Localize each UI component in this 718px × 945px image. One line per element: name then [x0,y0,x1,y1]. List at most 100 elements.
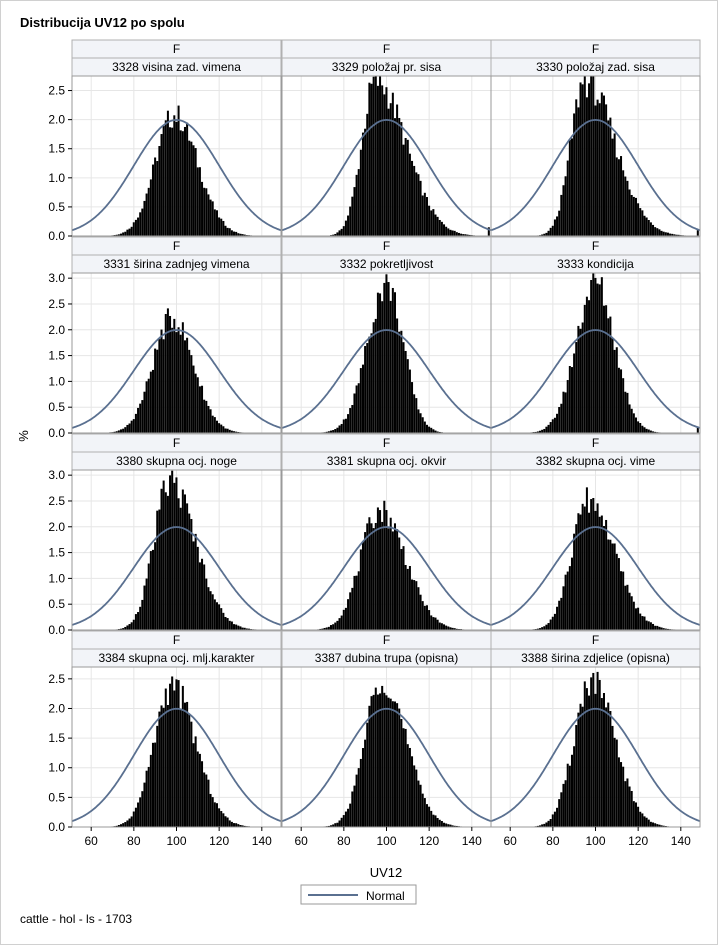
histogram-bar [647,819,650,827]
panel-border [71,272,282,434]
histogram-bar [598,516,601,630]
histogram-bar [139,212,142,236]
histogram-bar [562,391,565,433]
histogram-bar [158,339,161,433]
histogram-bar [609,539,612,630]
histogram-bar [368,82,371,236]
panel-title: 3388 širina zdjelice (opisna) [521,651,670,665]
histogram-bar [592,497,595,630]
histogram-bar [245,628,248,630]
histogram-bar [639,811,642,827]
x-tick-label: 80 [337,834,351,848]
histogram-bar [115,825,118,827]
histogram-bar [379,76,382,236]
panel-title: 3329 položaj pr. sisa [332,60,442,74]
histogram-bar [581,322,584,433]
histogram-bar [149,754,152,827]
histogram-bar [134,219,137,236]
histogram-bar [626,180,629,236]
histogram-bar [453,825,456,827]
histogram-bar [575,99,578,236]
histogram-bar [468,234,471,236]
histogram-bar [166,110,169,236]
histogram-bar [141,400,144,433]
histogram-bar [211,594,214,630]
x-tick-label: 60 [295,834,309,848]
histogram-bar [233,823,236,827]
histogram-bar [415,769,418,827]
y-tick-label: 1.0 [48,374,65,388]
histogram-bar [551,814,554,827]
histogram-bar [201,558,204,630]
histogram-bar [652,224,655,236]
legend-normal-label: Normal [366,889,405,903]
panel: F 3387 dubina trupa (opisna) 60 80 100 120 140 [281,630,492,848]
histogram-bar [347,414,350,433]
histogram-bar [558,210,561,236]
histogram-bar [551,225,554,236]
histogram-bar [628,592,631,630]
histogram-bar [425,424,428,433]
histogram-bar [406,568,409,630]
histogram-bar [160,705,163,827]
histogram-bar [190,141,193,236]
histogram-bar [406,359,409,433]
histogram-bar [205,774,208,827]
histogram-bar [445,226,448,236]
histogram-bar [349,408,352,433]
histogram-bar [364,346,367,433]
histogram-bar [122,232,125,236]
histogram-bar [139,403,142,433]
histogram-bar [590,76,593,236]
histogram-bar [137,217,140,236]
histogram-bar [361,541,365,630]
histogram-bar [590,677,593,827]
histogram-bar [549,422,552,433]
histogram-bar [332,234,335,236]
histogram-bar [383,500,386,630]
histogram-bar [558,600,561,630]
histogram-bar [183,340,186,433]
histogram-bar [175,121,178,236]
histogram-bar [654,431,657,433]
histogram-bar [570,754,574,827]
histogram-bar [432,209,435,236]
histogram-bar [247,628,250,630]
x-tick-label: 60 [85,834,99,848]
histogram-bar [398,117,401,236]
histogram-bar [177,680,180,827]
histogram-bar [181,131,184,236]
histogram-bar [438,431,441,433]
histogram-bar [141,791,144,827]
histogram-bar [549,227,552,236]
histogram-bar [652,822,655,827]
histogram-bar [156,510,159,630]
histogram-bar [556,413,559,433]
histogram-bar [549,619,552,630]
histogram-bar [585,688,588,827]
histogram-bar [428,205,431,236]
histogram-bar [425,197,428,236]
panel: F 3388 širina zdjelice (opisna) 60 80 100 120… [490,630,701,848]
histogram-bar [411,382,414,433]
histogram-bar [408,369,411,433]
histogram-bar [421,793,424,827]
histogram-bar [600,515,603,630]
histogram-bar [349,803,352,827]
histogram-bar [166,308,169,433]
histogram-bar [413,165,416,236]
histogram-bar [543,823,546,827]
y-tick-label: 0.5 [48,200,65,214]
histogram-bar [177,498,180,630]
histogram-bar [415,581,418,630]
panel-row-label: F [173,239,180,253]
y-tick-label: 3.0 [48,271,65,285]
histogram-bar [239,626,242,630]
histogram-bar [323,627,326,630]
y-tick-label: 0.0 [48,623,65,637]
histogram-bar [564,574,567,630]
normal-curve [71,329,282,429]
histogram-bar [186,337,189,433]
panel-row-label: F [383,436,390,450]
histogram-bar [560,597,563,630]
